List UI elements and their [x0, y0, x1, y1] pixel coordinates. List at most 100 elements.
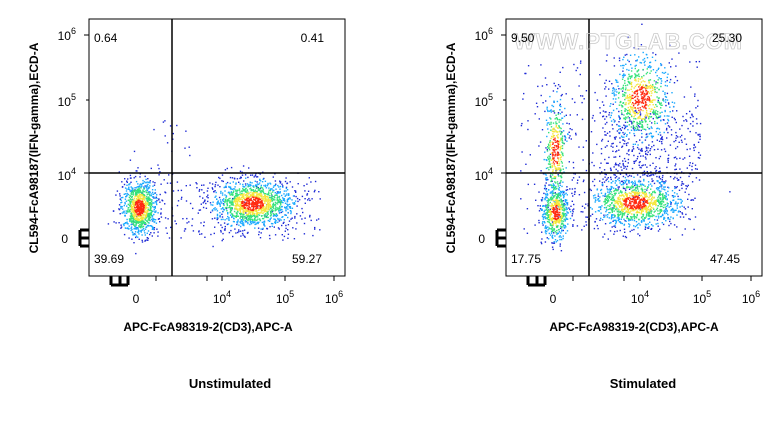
event-dot: [656, 82, 658, 84]
event-dot: [691, 165, 693, 168]
event-dot: [249, 210, 251, 212]
event-dot: [239, 221, 241, 223]
event-dot: [631, 229, 633, 231]
event-dot: [151, 228, 154, 230]
event-dot: [545, 209, 548, 211]
event-dot: [183, 230, 186, 232]
event-dot: [256, 210, 258, 213]
event-dot: [678, 210, 680, 212]
event-dot: [626, 84, 629, 86]
event-dot: [657, 195, 660, 197]
event-dot: [621, 169, 623, 171]
event-dot: [564, 199, 567, 201]
event-dot: [637, 69, 640, 71]
event-dot: [551, 190, 554, 192]
event-dot: [149, 205, 151, 207]
event-dot: [249, 220, 252, 222]
event-dot: [147, 239, 149, 241]
event-dot: [259, 178, 261, 181]
event-dot: [122, 196, 124, 199]
event-dot: [637, 78, 640, 80]
event-dot: [635, 212, 637, 214]
event-dot: [212, 204, 214, 206]
event-dot: [633, 176, 635, 178]
event-dot: [138, 230, 140, 232]
event-dot: [546, 197, 548, 199]
event-dot: [565, 226, 567, 228]
event-dot: [623, 167, 625, 169]
event-dot: [294, 215, 296, 218]
event-dot: [697, 141, 700, 143]
event-dot: [614, 90, 616, 92]
event-dot: [699, 154, 702, 156]
event-dot: [618, 115, 620, 117]
event-dot: [128, 228, 130, 230]
event-dot: [263, 200, 266, 202]
event-dot: [542, 218, 545, 220]
event-dot: [612, 199, 614, 202]
event-dot: [676, 205, 678, 207]
event-dot: [618, 91, 620, 94]
event-dot: [660, 102, 662, 104]
event-dot: [273, 213, 276, 216]
event-dot: [654, 114, 657, 116]
event-dot: [668, 224, 670, 227]
event-dot: [665, 193, 668, 195]
event-dot: [272, 206, 274, 209]
event-dot: [238, 197, 240, 200]
event-dot: [561, 204, 563, 206]
event-dot: [227, 212, 229, 214]
event-dot: [673, 82, 676, 84]
event-dot: [657, 127, 659, 129]
event-dot: [604, 131, 606, 133]
event-dot: [618, 177, 620, 179]
event-dot: [257, 188, 260, 190]
event-dot: [210, 233, 212, 236]
event-dot: [263, 214, 266, 216]
event-dot: [611, 197, 613, 200]
event-dot: [249, 185, 252, 187]
event-dot: [625, 180, 627, 182]
event-dot: [670, 216, 672, 218]
event-dot: [228, 231, 231, 234]
event-dot: [653, 106, 656, 108]
event-dot: [604, 146, 607, 148]
event-dot: [264, 195, 266, 197]
event-dot: [123, 183, 126, 186]
event-dot: [548, 221, 551, 224]
event-dot: [279, 202, 282, 205]
event-dot: [644, 118, 646, 121]
event-dot: [672, 195, 675, 197]
event-dot: [621, 146, 623, 148]
event-dot: [622, 95, 624, 97]
event-dot: [221, 174, 224, 176]
event-dot: [550, 118, 552, 120]
event-dot: [279, 182, 281, 184]
event-dot: [140, 220, 142, 222]
event-dot: [608, 217, 610, 219]
event-dot: [658, 67, 660, 69]
event-dot: [241, 221, 244, 223]
event-dot: [270, 213, 272, 216]
event-dot: [613, 199, 616, 202]
event-dot: [554, 230, 556, 233]
event-dot: [293, 238, 296, 240]
event-dot: [260, 202, 262, 205]
event-dot: [573, 63, 575, 66]
event-dot: [144, 217, 146, 219]
event-dot: [269, 237, 271, 240]
event-dot: [667, 213, 669, 216]
event-dot: [280, 219, 282, 221]
event-dot: [230, 204, 232, 206]
event-dot: [594, 220, 596, 223]
event-dot: [662, 206, 665, 209]
event-dot: [274, 222, 277, 224]
event-dot: [224, 225, 226, 228]
event-dot: [548, 232, 550, 235]
event-dot: [135, 227, 137, 229]
event-dot: [254, 196, 256, 198]
event-dot: [273, 189, 275, 192]
event-dot: [548, 110, 551, 112]
event-dot: [229, 205, 231, 207]
event-dot: [648, 117, 650, 119]
